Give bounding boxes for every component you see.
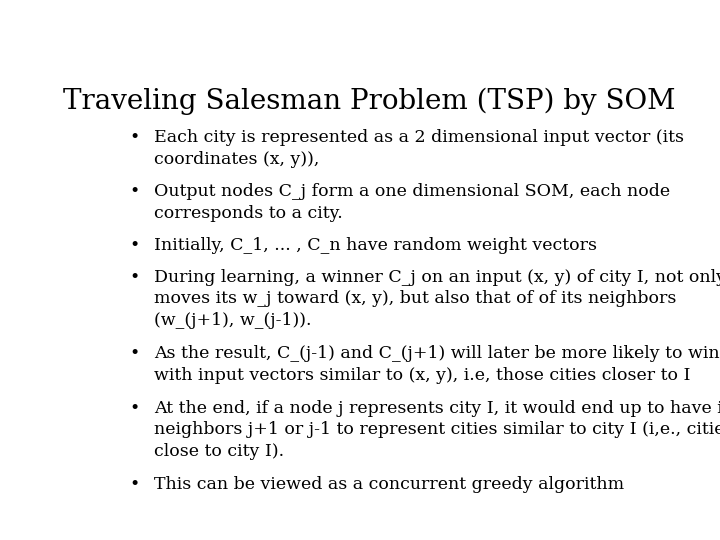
Text: Traveling Salesman Problem (TSP) by SOM: Traveling Salesman Problem (TSP) by SOM xyxy=(63,87,675,115)
Text: Output nodes C_j form a one dimensional SOM, each node
corresponds to a city.: Output nodes C_j form a one dimensional … xyxy=(154,183,670,222)
Text: •: • xyxy=(129,129,139,146)
Text: As the result, C_(j-1) and C_(j+1) will later be more likely to win
with input v: As the result, C_(j-1) and C_(j+1) will … xyxy=(154,346,720,384)
Text: At the end, if a node j represents city I, it would end up to have its
neighbors: At the end, if a node j represents city … xyxy=(154,400,720,460)
Text: •: • xyxy=(129,238,139,254)
Text: Each city is represented as a 2 dimensional input vector (its
coordinates (x, y): Each city is represented as a 2 dimensio… xyxy=(154,129,684,168)
Text: This can be viewed as a concurrent greedy algorithm: This can be viewed as a concurrent greed… xyxy=(154,476,624,494)
Text: •: • xyxy=(129,476,139,494)
Text: •: • xyxy=(129,346,139,362)
Text: •: • xyxy=(129,183,139,200)
Text: •: • xyxy=(129,400,139,416)
Text: Initially, C_1, ... , C_n have random weight vectors: Initially, C_1, ... , C_n have random we… xyxy=(154,238,597,254)
Text: •: • xyxy=(129,268,139,286)
Text: During learning, a winner C_j on an input (x, y) of city I, not only
moves its w: During learning, a winner C_j on an inpu… xyxy=(154,268,720,329)
